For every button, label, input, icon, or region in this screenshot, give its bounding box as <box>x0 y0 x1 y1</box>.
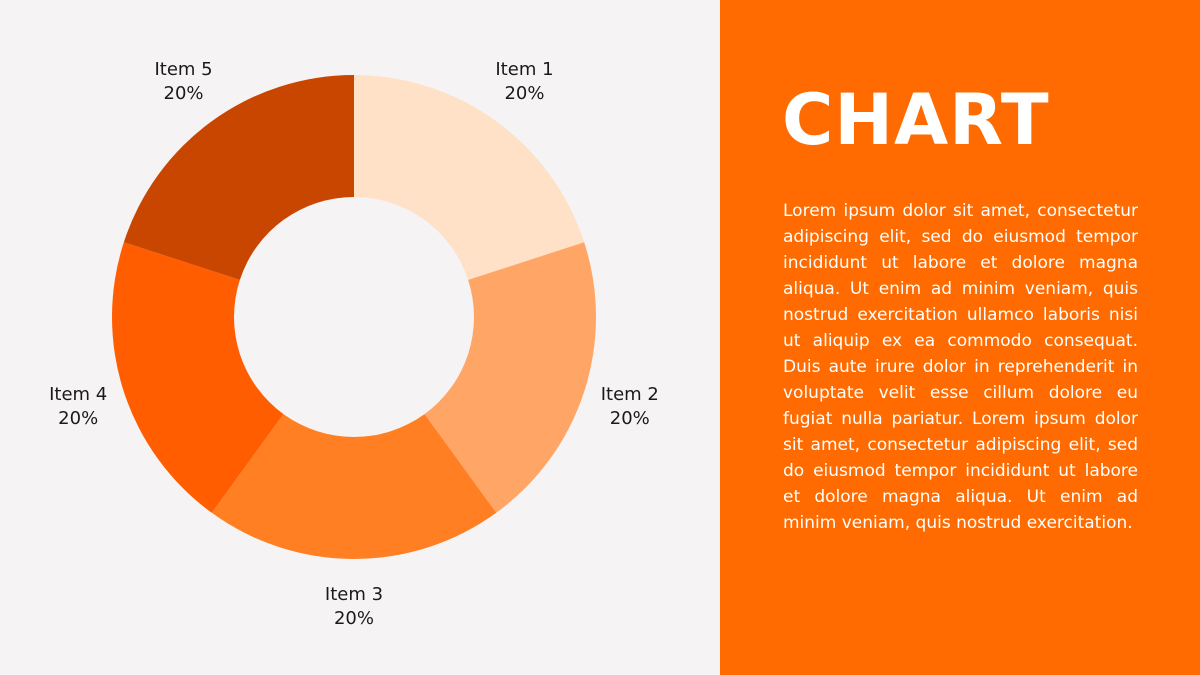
slice-label-name: Item 1 <box>495 59 554 81</box>
slice-label-item-1: Item 1 20% <box>464 58 584 106</box>
slice-label-item-5: Item 5 20% <box>124 58 244 106</box>
donut-chart-svg <box>111 74 596 559</box>
slice-label-name: Item 4 <box>49 383 108 405</box>
panel-body-text: Lorem ipsum dolor sit amet, consectetur … <box>783 201 1138 533</box>
slice-label-name: Item 5 <box>154 59 213 81</box>
donut-slice-item-3 <box>211 414 497 559</box>
slice-label-value: 20% <box>58 407 99 429</box>
donut-slice-item-4 <box>111 242 284 513</box>
donut-chart: Item 1 20% Item 2 20% Item 3 20% Item 4 20% Item… <box>18 58 690 631</box>
donut-slice-item-1 <box>354 75 585 280</box>
donut-slice-item-5 <box>123 74 354 280</box>
slice-label-item-2: Item 2 20% <box>570 383 690 431</box>
slice-label-item-3: Item 3 20% <box>294 583 414 631</box>
side-panel: CHART Lorem ipsum dolor sit amet, consec… <box>720 0 1200 675</box>
slice-label-item-4: Item 4 20% <box>18 383 138 431</box>
slice-label-name: Item 3 <box>324 584 384 605</box>
slice-label-value: 20% <box>163 83 204 105</box>
panel-title: CHART <box>782 79 1050 161</box>
slice-label-value: 20% <box>504 83 545 105</box>
slice-label-value: 20% <box>609 407 650 429</box>
slice-label-value: 20% <box>333 608 374 629</box>
donut-slice-item-2 <box>424 242 596 513</box>
slice-label-name: Item 2 <box>600 383 659 405</box>
